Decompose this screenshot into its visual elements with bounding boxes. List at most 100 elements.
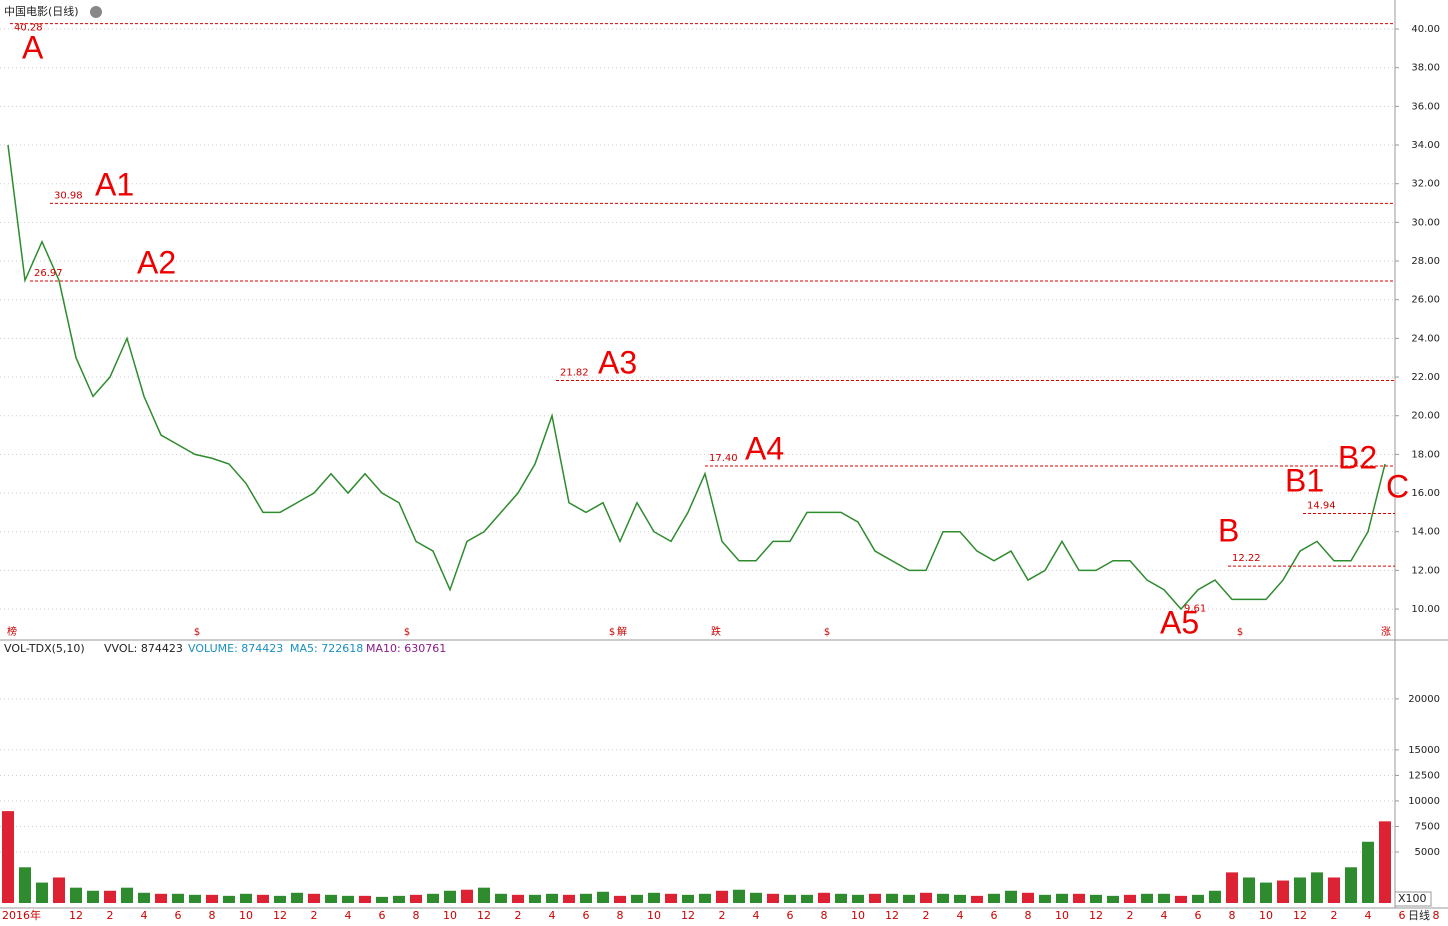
y-tick-label: 18.00: [1411, 449, 1440, 460]
x-tick-label: 4: [753, 909, 760, 922]
volume-bar: [206, 894, 218, 903]
volume-bar: [1260, 882, 1272, 903]
x-tick-label: 8: [821, 909, 828, 922]
volume-bar: [1328, 877, 1340, 903]
x-tick-label: 10: [851, 909, 865, 922]
wave-label: A5: [1160, 604, 1199, 640]
event-marker: $: [404, 627, 410, 638]
volume-bar: [886, 893, 898, 903]
x-tick-label: 2: [107, 909, 114, 922]
event-marker: 跌: [711, 625, 721, 638]
level-value-label: 12.22: [1232, 553, 1261, 564]
volume-bar: [1192, 894, 1204, 903]
x-tick-label: 2016年: [2, 908, 41, 922]
volume-bar: [818, 892, 830, 903]
x-tick-label: 6: [1195, 909, 1202, 922]
indicator-stat: VVOL: 874423: [104, 642, 183, 655]
y-tick-label: 20.00: [1411, 411, 1440, 422]
volume-bar: [801, 894, 813, 903]
volume-bar: [1107, 895, 1119, 903]
volume-bar: [920, 892, 932, 903]
volume-bar: [1124, 894, 1136, 903]
volume-bar: [53, 877, 65, 903]
wave-label: A2: [137, 244, 176, 280]
y-tick-label: 5000: [1415, 847, 1440, 858]
level-value-label: 17.40: [709, 453, 738, 464]
y-tick-label: 36.00: [1411, 101, 1440, 112]
x-tick-label: 2: [1331, 909, 1338, 922]
volume-bar: [750, 892, 762, 903]
volume-bar: [971, 895, 983, 903]
y-tick-label: 26.00: [1411, 295, 1440, 306]
indicator-stat: VOLUME: 874423: [188, 642, 283, 655]
volume-bar: [189, 894, 201, 903]
x-tick-label: 2: [923, 909, 930, 922]
x-tick-label: 2: [311, 909, 318, 922]
volume-bar: [1056, 893, 1068, 903]
x-tick-label: 10: [239, 909, 253, 922]
volume-bar: [410, 894, 422, 903]
volume-bar: [1073, 893, 1085, 903]
y-tick-label: 30.00: [1411, 217, 1440, 228]
volume-bar: [1311, 872, 1323, 903]
volume-bar: [682, 894, 694, 903]
x-tick-label: 4: [1161, 909, 1168, 922]
volume-bar: [240, 893, 252, 903]
x-tick-label: 8: [617, 909, 624, 922]
wave-label: B: [1218, 512, 1239, 548]
wave-label: C: [1386, 468, 1409, 504]
level-value-label: 9.61: [1184, 604, 1206, 615]
volume-bar: [580, 893, 592, 903]
close-icon[interactable]: [90, 6, 102, 18]
x-tick-label: 6: [583, 909, 590, 922]
volume-bar: [784, 894, 796, 903]
indicator-stat: MA5: 722618: [290, 642, 363, 655]
y-tick-label: 14.00: [1411, 527, 1440, 538]
volume-bar: [1209, 890, 1221, 903]
volume-bar: [2, 811, 14, 903]
volume-bar: [512, 894, 524, 903]
volume-bar: [1362, 841, 1374, 903]
y-tick-label: 24.00: [1411, 333, 1440, 344]
volume-bar: [937, 893, 949, 903]
event-marker: $: [824, 627, 830, 638]
x-tick-label: 10: [647, 909, 661, 922]
volume-bar: [104, 890, 116, 903]
volume-bar: [1379, 821, 1391, 903]
x-tick-label: 6: [175, 909, 182, 922]
event-marker: 涨: [1381, 626, 1391, 638]
x-tick-label: 10: [443, 909, 457, 922]
level-value-label: 14.94: [1307, 501, 1336, 512]
wave-label: B1: [1285, 462, 1324, 498]
volume-bar: [1294, 877, 1306, 903]
x-tick-label: 6: [991, 909, 998, 922]
event-marker: $: [609, 627, 615, 638]
x-tick-label: 12: [273, 909, 287, 922]
volume-bar: [359, 895, 371, 903]
y-tick-label: 12.00: [1411, 565, 1440, 576]
volume-bar: [444, 890, 456, 903]
volume-bar: [597, 891, 609, 903]
y-tick-label: 40.00: [1411, 24, 1440, 35]
level-value-label: 40.28: [14, 23, 43, 34]
volume-bar: [325, 894, 337, 903]
volume-bar: [172, 893, 184, 903]
volume-bar: [87, 890, 99, 903]
volume-bar: [1226, 872, 1238, 903]
x-tick-label: 6: [1399, 909, 1406, 922]
x-tick-label: 2: [1127, 909, 1134, 922]
volume-bar: [1022, 892, 1034, 903]
volume-bar: [869, 893, 881, 903]
y-tick-label: 28.00: [1411, 256, 1440, 267]
volume-bar: [1141, 893, 1153, 903]
price-line: [7, 144, 1386, 611]
volume-bar: [155, 893, 167, 903]
x-tick-label: 4: [957, 909, 964, 922]
volume-bar: [342, 895, 354, 903]
volume-bar: [478, 887, 490, 903]
x-tick-label: 6: [787, 909, 794, 922]
volume-bar: [376, 896, 388, 903]
volume-bar: [461, 889, 473, 903]
volume-bar: [1158, 893, 1170, 903]
volume-bar: [563, 894, 575, 903]
